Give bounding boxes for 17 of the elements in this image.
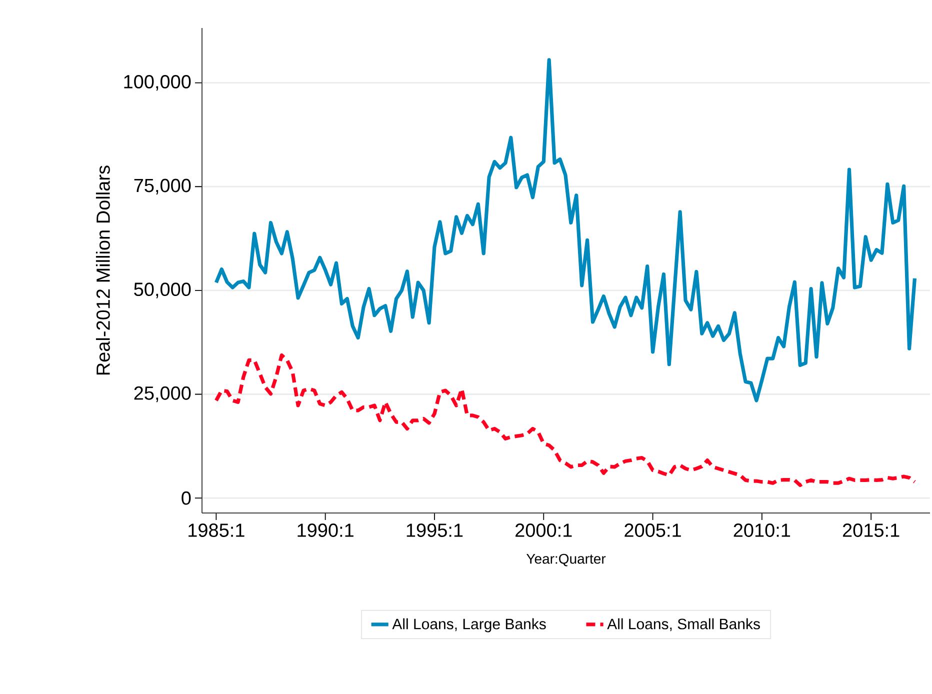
- y-tick-label: 0: [182, 491, 191, 505]
- line-series: [214, 58, 917, 402]
- x-tick-label: 2010:1: [734, 524, 790, 537]
- y-axis-title: Real-2012 Million Dollars: [96, 166, 110, 375]
- legend-label: All Loans, Small Banks: [607, 618, 760, 632]
- x-tick-label: 1995:1: [406, 524, 463, 537]
- x-tick-label: 2005:1: [624, 524, 681, 537]
- y-tick-label: 100,000: [124, 74, 191, 91]
- x-tick-label: 2015:1: [842, 524, 900, 537]
- y-tick-label: 50,000: [134, 282, 191, 298]
- y-tick-label: 75,000: [134, 178, 191, 194]
- x-tick-label: 2000:1: [516, 524, 572, 537]
- x-tick-label: 1985:1: [188, 524, 244, 537]
- x-tick-label: 1990:1: [298, 524, 354, 537]
- x-axis-title: Year:Quarter: [526, 554, 606, 566]
- y-tick-label: 25,000: [134, 386, 191, 402]
- legend-label: All Loans, Large Banks: [392, 618, 546, 632]
